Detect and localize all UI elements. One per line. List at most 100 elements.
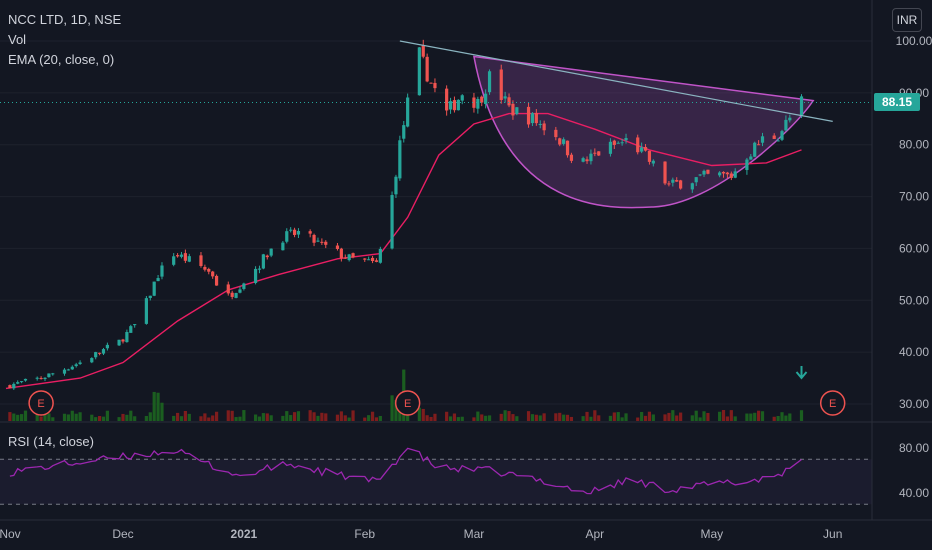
- candle-body: [425, 56, 429, 82]
- currency-button[interactable]: INR: [892, 8, 922, 32]
- volume-bar: [78, 412, 82, 421]
- candle-body: [698, 174, 702, 176]
- time-tick-label: May: [700, 527, 723, 541]
- volume-bar: [156, 392, 160, 421]
- volume-bar: [238, 416, 242, 421]
- volume-bar: [269, 415, 273, 421]
- volume-bar: [97, 416, 102, 421]
- price-tick-label: 50.00: [899, 293, 929, 307]
- volume-bar: [324, 413, 328, 421]
- volume-bar: [651, 414, 655, 421]
- candle-body: [745, 159, 749, 170]
- volume-bar: [445, 411, 449, 421]
- candle-body: [753, 142, 757, 157]
- volume-bar: [66, 414, 70, 421]
- time-tick-label: Nov: [0, 527, 21, 541]
- candle-body: [47, 373, 51, 378]
- ema-series: [5, 112, 802, 390]
- candle-body: [554, 129, 558, 138]
- candle-body: [234, 293, 238, 298]
- volume-bar: [702, 411, 706, 421]
- candle-body: [339, 248, 343, 259]
- ema-legend[interactable]: EMA (20, close, 0): [8, 52, 115, 67]
- volume-legend[interactable]: Vol: [8, 32, 27, 47]
- volume-bar: [390, 395, 394, 421]
- volume-bar: [421, 408, 425, 421]
- candle-body: [530, 113, 535, 124]
- candle-body: [721, 171, 726, 174]
- volume-bar: [425, 415, 429, 421]
- price-tick-label: 80.00: [899, 138, 929, 152]
- candle-body: [421, 45, 425, 57]
- volume-bar: [647, 411, 652, 421]
- candle-body: [542, 123, 546, 131]
- candle-body: [433, 82, 437, 89]
- volume-bar: [347, 417, 351, 421]
- candle-body: [269, 248, 273, 256]
- volume-bar: [503, 410, 507, 421]
- candle-body: [101, 349, 106, 354]
- candle-body: [663, 161, 667, 184]
- candle-body: [398, 140, 402, 179]
- candle-body: [312, 234, 316, 243]
- volume-bar: [620, 417, 624, 421]
- candle-body: [285, 231, 289, 242]
- volume-bar: [43, 413, 47, 421]
- volume-bar: [675, 415, 679, 421]
- volume-bar: [370, 411, 375, 421]
- candle-body: [390, 195, 394, 249]
- candle-body: [238, 289, 242, 293]
- earnings-marker-label: E: [829, 398, 836, 410]
- candle-body: [534, 112, 538, 124]
- volume-bar: [499, 413, 503, 421]
- candle-body: [16, 382, 20, 384]
- volume-bar: [745, 413, 749, 421]
- candle-body: [608, 141, 613, 154]
- volume-bar: [35, 410, 39, 421]
- candle-body: [90, 358, 94, 363]
- candle-body: [776, 140, 780, 142]
- volume-bar: [312, 412, 316, 421]
- volume-bar: [698, 417, 702, 421]
- volume-bar: [253, 414, 258, 421]
- candle-body: [784, 119, 788, 131]
- volume-bar: [663, 414, 667, 421]
- candle-body: [370, 257, 375, 262]
- volume-bar: [133, 416, 137, 421]
- price-tick-label: 40.00: [899, 345, 929, 359]
- volume-bar: [320, 412, 324, 421]
- candle-body: [511, 103, 515, 116]
- symbol-title[interactable]: NCC LTD, 1D, NSE: [8, 12, 122, 27]
- volume-bar: [242, 410, 246, 421]
- volume-bar: [179, 416, 184, 421]
- volume-bar: [378, 415, 382, 421]
- volume-bar: [117, 417, 121, 421]
- volume-bar: [753, 412, 757, 421]
- candle-body: [581, 158, 585, 162]
- candle-body: [636, 137, 640, 153]
- earnings-marker-label: E: [37, 398, 44, 410]
- volume-bar: [729, 410, 733, 421]
- earnings-marker: [819, 390, 846, 416]
- volume-bar: [448, 416, 453, 421]
- candle-body: [289, 229, 293, 231]
- rsi-legend[interactable]: RSI (14, close): [8, 434, 94, 449]
- volume-bar: [39, 416, 43, 421]
- candle-body: [429, 82, 433, 84]
- candle-body: [460, 95, 464, 101]
- candle-body: [448, 101, 453, 110]
- candle-body: [62, 369, 67, 374]
- volume-bar: [308, 410, 312, 421]
- volume-bar: [16, 414, 20, 421]
- candle-body: [292, 229, 297, 235]
- volume-bar: [690, 415, 694, 421]
- volume-bar: [757, 410, 761, 421]
- volume-bar: [776, 415, 780, 421]
- candle-body: [565, 140, 570, 156]
- volume-bar: [589, 416, 593, 421]
- volume-bar: [211, 415, 215, 421]
- candle-body: [351, 253, 355, 258]
- candle-body: [207, 268, 211, 272]
